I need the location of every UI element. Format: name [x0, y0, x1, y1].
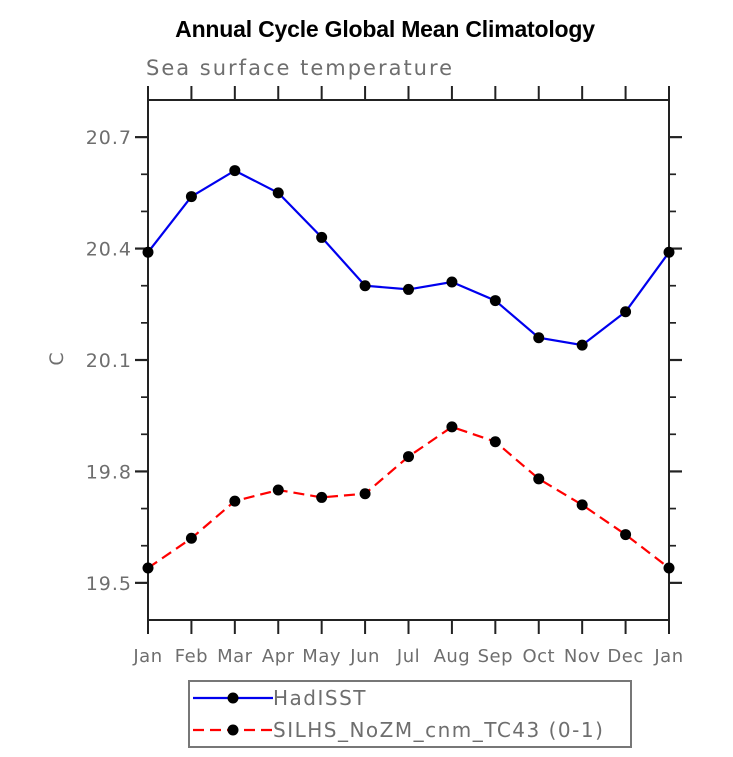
hadisst-data-point [316, 231, 328, 243]
hadisst-data-point [229, 165, 241, 177]
silhs-data-point [533, 473, 545, 485]
silhs-data-point [316, 491, 328, 503]
chart-title: Annual Cycle Global Mean Climatology [175, 16, 595, 42]
hadisst-data-point [576, 339, 588, 351]
hadisst-data-point [359, 280, 371, 292]
x-tick-label: Jul [396, 646, 420, 667]
legend-label-silhs: SILHS_NoZM_cnm_TC43 (0-1) [273, 718, 605, 742]
legend: HadISST SILHS_NoZM_cnm_TC43 (0-1) [188, 680, 632, 748]
silhs-data-point [446, 421, 458, 433]
legend-sample-solid-line [193, 692, 273, 704]
x-tick-label: May [302, 646, 341, 667]
hadisst-data-point [489, 295, 501, 307]
x-tick-label: Jan [653, 646, 683, 667]
legend-sample-dashed-line [193, 724, 273, 736]
legend-sample-marker [227, 692, 239, 704]
y-tick-label: 20.1 [86, 350, 132, 372]
x-tick-label: Mar [217, 646, 253, 667]
silhs-data-point [359, 488, 371, 500]
silhs-data-point [272, 484, 284, 496]
silhs-data-point [489, 436, 501, 448]
hadisst-line [147, 169, 670, 347]
hadisst-data-point [403, 283, 414, 295]
hadisst-data-point [272, 187, 284, 199]
y-tick-label: 20.7 [86, 127, 132, 149]
x-tick-label: Jun [349, 646, 380, 667]
x-tick-label: Sep [478, 646, 513, 667]
silhs-data-point [576, 499, 588, 511]
hadisst-data-point [446, 276, 458, 288]
hadisst-data-point [620, 306, 632, 318]
y-tick-label: 19.8 [86, 461, 132, 483]
x-tick-label: Aug [434, 646, 471, 667]
hadisst-data-point [142, 246, 154, 258]
x-tick-label: Feb [175, 646, 208, 667]
hadisst-data-point [185, 191, 197, 203]
hadisst-data-point [533, 332, 545, 344]
silhs-data-point [229, 495, 241, 507]
silhs-data-point [185, 532, 197, 544]
silhs-data-point [663, 562, 675, 574]
x-tick-label: Dec [607, 646, 643, 667]
y-tick-label: 20.4 [86, 239, 132, 261]
legend-entry-hadisst: HadISST [190, 682, 630, 714]
silhs-data-point [620, 529, 632, 541]
x-tick-label: Nov [564, 646, 601, 667]
legend-label-hadisst: HadISST [273, 686, 367, 710]
x-tick-label: Apr [262, 646, 295, 667]
y-tick-label: 19.5 [86, 573, 132, 595]
plot-frame [147, 99, 670, 621]
silhs-data-point [142, 562, 154, 574]
legend-entry-silhs: SILHS_NoZM_cnm_TC43 (0-1) [190, 714, 630, 746]
legend-sample-marker [227, 724, 239, 736]
x-tick-label: Oct [522, 646, 555, 667]
silhs-line [147, 425, 670, 569]
x-tick-label: Jan [132, 646, 162, 667]
chart-subtitle: Sea surface temperature [146, 56, 455, 80]
silhs-data-point [403, 451, 414, 463]
hadisst-data-point [663, 246, 675, 258]
